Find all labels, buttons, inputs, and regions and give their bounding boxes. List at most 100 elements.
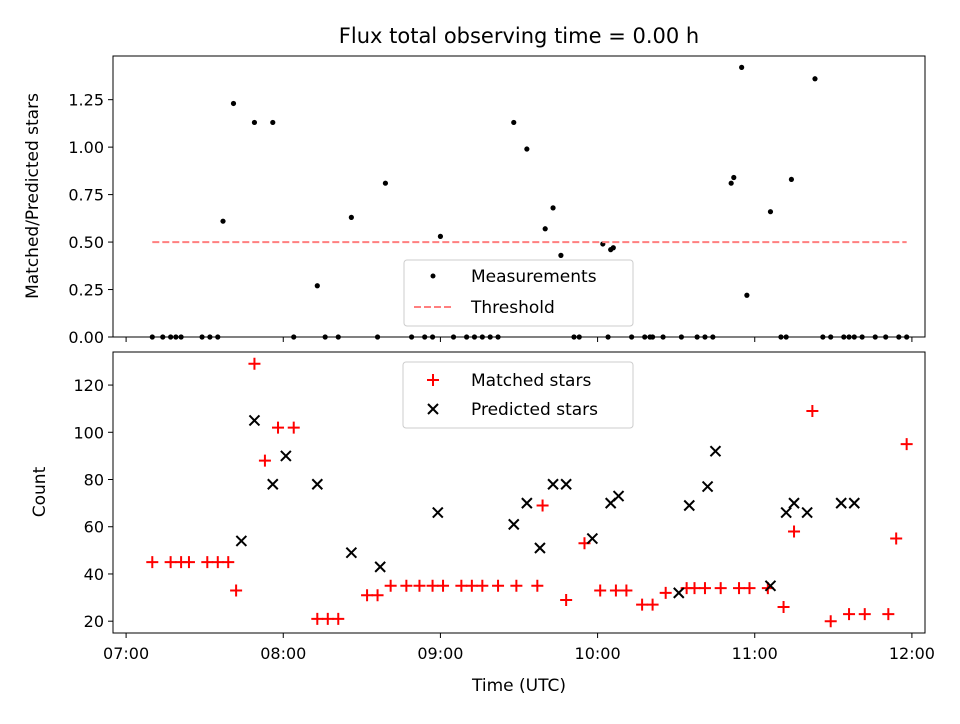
legend-matched-marker [427, 374, 439, 386]
measurement-point [230, 100, 237, 107]
measurement-point [820, 334, 826, 340]
legend-threshold-label: Threshold [470, 298, 555, 318]
measurement-point [642, 334, 648, 340]
measurement-point [511, 119, 517, 126]
measurement-point [487, 334, 493, 340]
measurement-point [702, 334, 708, 340]
matched-star-point [646, 598, 659, 611]
bottom-y-tick-label: 80 [84, 471, 104, 490]
predicted-star-point [248, 414, 261, 427]
predicted-star-point [780, 506, 792, 519]
measurement-point [220, 218, 226, 224]
measurement-point [335, 334, 341, 340]
measurement-point [173, 334, 179, 340]
measurement-point [207, 334, 213, 340]
bottom-y-tick-label: 40 [84, 565, 104, 584]
predicted-star-point [835, 497, 847, 509]
bottom-x-tick-label: 11:00 [732, 644, 778, 663]
matched-star-point [890, 532, 903, 545]
top-legend: Measurements Threshold [403, 259, 634, 327]
matched-star-point [164, 556, 177, 569]
measurement-point [610, 245, 616, 251]
measurement-point [178, 334, 184, 340]
matched-star-point [361, 589, 374, 602]
legend-measurements-marker [430, 273, 436, 279]
predicted-star-point [374, 561, 386, 573]
matched-star-point [201, 556, 214, 569]
matched-star-point [714, 582, 727, 595]
top-plot-frame [112, 55, 926, 338]
matched-star-point [332, 612, 345, 625]
matched-star-point [858, 608, 871, 621]
measurement-point [215, 334, 221, 340]
matched-star-point [688, 582, 701, 595]
top-legend-box [403, 259, 634, 327]
bottom-legend-box [402, 361, 634, 429]
predicted-star-point [673, 587, 685, 599]
matched-star-point [609, 584, 622, 597]
measurement-point [251, 119, 258, 126]
predicted-star-point [508, 518, 520, 531]
measurement-point [382, 180, 389, 186]
measurement-point [649, 334, 656, 340]
measurement-point [783, 334, 789, 340]
matched-star-point [426, 579, 439, 592]
measurement-point [409, 334, 415, 340]
measurement-point [872, 334, 878, 340]
top-y-tick-label: 0.75 [68, 186, 104, 205]
measurement-point [464, 334, 470, 340]
bottom-x-tick-label: 08:00 [260, 644, 306, 663]
bottom-y-axis-label: Count [30, 466, 50, 517]
predicted-star-point [586, 532, 599, 545]
matched-star-point [843, 608, 856, 621]
measurement-point [788, 176, 795, 183]
legend-predicted-marker [427, 403, 439, 415]
matched-star-point [536, 499, 549, 512]
predicted-star-point [709, 445, 722, 457]
matched-star-point [272, 421, 285, 434]
measurement-point [846, 334, 852, 340]
top-y-tick-label: 0.00 [68, 328, 104, 347]
matched-star-point [659, 586, 672, 599]
measurement-point [199, 334, 205, 340]
measurement-point [859, 334, 865, 340]
measurement-point [495, 334, 501, 340]
top-y-tick-label: 1.25 [68, 91, 104, 110]
measurement-point [524, 146, 530, 152]
bottom-y-tick-label: 60 [84, 518, 104, 537]
measurement-point [896, 334, 902, 340]
matched-star-point [400, 579, 413, 592]
measurement-point [731, 174, 737, 181]
matched-star-point [594, 584, 607, 597]
matched-star-point [371, 589, 384, 602]
measurement-point [778, 334, 784, 340]
matched-star-point [531, 579, 544, 592]
top-y-tick-label: 0.25 [68, 281, 104, 300]
legend-matched-label: Matched stars [471, 371, 591, 391]
top-y-tick-label: 0.50 [68, 233, 104, 252]
bottom-x-tick-label: 07:00 [103, 644, 149, 663]
predicted-star-point [432, 506, 444, 519]
measurement-point [571, 334, 577, 340]
top-y-axis-label: Matched/Predicted stars [23, 93, 43, 299]
bottom-x-tick-label: 10:00 [575, 644, 621, 663]
measurement-point [767, 209, 774, 215]
matched-star-point [882, 608, 895, 621]
matched-star-point [248, 357, 261, 370]
matched-star-point [222, 556, 235, 569]
matched-star-point [560, 593, 573, 606]
matched-star-point [476, 579, 489, 592]
matched-star-point [311, 612, 324, 625]
measurement-point [374, 334, 381, 340]
matched-star-point [211, 556, 224, 569]
measurement-point [728, 180, 734, 186]
measurement-point [322, 334, 328, 340]
matched-star-point [455, 579, 468, 592]
matched-star-point [777, 601, 790, 614]
matched-star-point [230, 584, 243, 597]
matched-star-point [806, 405, 819, 418]
legend-measurements-label: Measurements [471, 267, 597, 287]
matched-star-point [824, 615, 837, 628]
measurement-point [429, 334, 436, 340]
